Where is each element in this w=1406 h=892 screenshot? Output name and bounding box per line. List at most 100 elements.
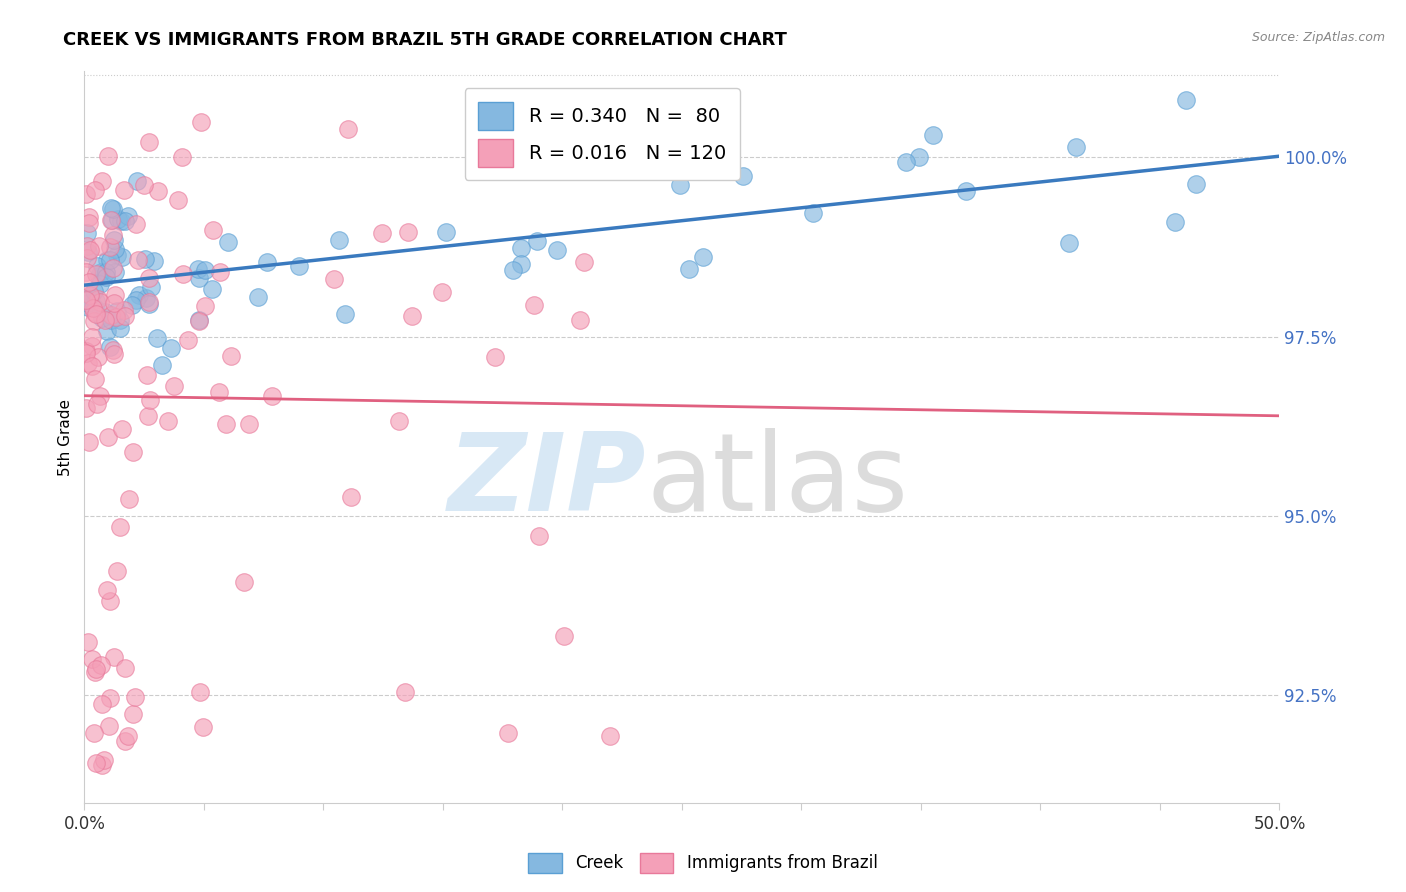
Point: [96, 269, 118, 284]
Point: [430, 285, 453, 300]
Point: [76, 226, 98, 240]
Point: [135, 291, 157, 305]
Point: [82, 301, 104, 316]
Point: [188, 313, 211, 327]
Point: [89, 268, 111, 283]
Point: [122, 707, 145, 722]
Point: [86, 350, 108, 364]
Point: [172, 267, 194, 281]
Point: [103, 261, 125, 276]
Point: [394, 684, 416, 698]
Point: [84, 267, 107, 281]
Point: [145, 331, 167, 345]
Point: [98, 691, 121, 706]
Point: [955, 185, 977, 199]
Point: [134, 252, 156, 266]
Point: [136, 368, 159, 382]
Point: [112, 183, 135, 197]
Point: [523, 298, 546, 312]
Point: [219, 349, 242, 363]
Point: [208, 265, 231, 279]
Point: [678, 261, 700, 276]
Point: [75, 186, 97, 201]
Legend: Creek, Immigrants from Brazil: Creek, Immigrants from Brazil: [522, 847, 884, 880]
Point: [127, 252, 149, 267]
Point: [98, 719, 121, 733]
Point: [502, 263, 524, 277]
Point: [127, 174, 149, 188]
Point: [107, 564, 129, 578]
Point: [233, 574, 256, 589]
Point: [208, 384, 231, 399]
Point: [124, 690, 146, 704]
Point: [90, 658, 112, 673]
Point: [287, 260, 309, 274]
Point: [114, 661, 136, 675]
Point: [104, 265, 127, 279]
Point: [111, 422, 134, 436]
Point: [121, 298, 143, 312]
Point: [80, 289, 103, 303]
Point: [91, 310, 114, 325]
Point: [98, 341, 121, 355]
Point: [128, 288, 150, 302]
Point: [97, 149, 120, 163]
Point: [247, 290, 270, 304]
Point: [117, 209, 139, 223]
Point: [108, 520, 131, 534]
Point: [79, 243, 101, 257]
Point: [569, 313, 592, 327]
Point: [112, 302, 135, 317]
Point: [84, 756, 107, 770]
Point: [111, 250, 134, 264]
Point: [84, 294, 107, 309]
Point: [371, 226, 394, 240]
Point: [76, 244, 98, 259]
Point: [138, 271, 160, 285]
Point: [731, 169, 754, 183]
Point: [333, 307, 356, 321]
Point: [75, 346, 97, 360]
Text: ZIP: ZIP: [447, 428, 647, 534]
Point: [110, 214, 132, 228]
Point: [101, 228, 124, 243]
Point: [190, 114, 212, 128]
Point: [188, 685, 211, 699]
Point: [103, 242, 125, 256]
Point: [84, 662, 107, 676]
Point: [396, 225, 419, 239]
Point: [89, 239, 111, 253]
Point: [125, 217, 148, 231]
Point: [328, 233, 350, 247]
Point: [191, 720, 214, 734]
Point: [86, 397, 108, 411]
Point: [527, 528, 550, 542]
Point: [134, 178, 156, 192]
Point: [187, 314, 209, 328]
Point: [84, 665, 107, 679]
Point: [1164, 215, 1187, 229]
Point: [75, 293, 97, 307]
Point: [336, 121, 359, 136]
Point: [98, 239, 121, 253]
Point: [100, 308, 122, 322]
Point: [89, 295, 111, 310]
Point: [1064, 140, 1087, 154]
Point: [238, 417, 260, 431]
Point: [96, 252, 118, 267]
Point: [262, 389, 284, 403]
Point: [138, 294, 160, 309]
Point: [576, 137, 599, 152]
Point: [100, 313, 122, 327]
Point: [101, 213, 124, 227]
Point: [83, 726, 105, 740]
Point: [83, 285, 105, 299]
Point: [214, 417, 236, 431]
Point: [79, 275, 101, 289]
Point: [388, 414, 411, 428]
Point: [94, 313, 117, 327]
Point: [894, 155, 917, 169]
Point: [114, 214, 136, 228]
Point: [84, 301, 107, 315]
Point: [801, 206, 824, 220]
